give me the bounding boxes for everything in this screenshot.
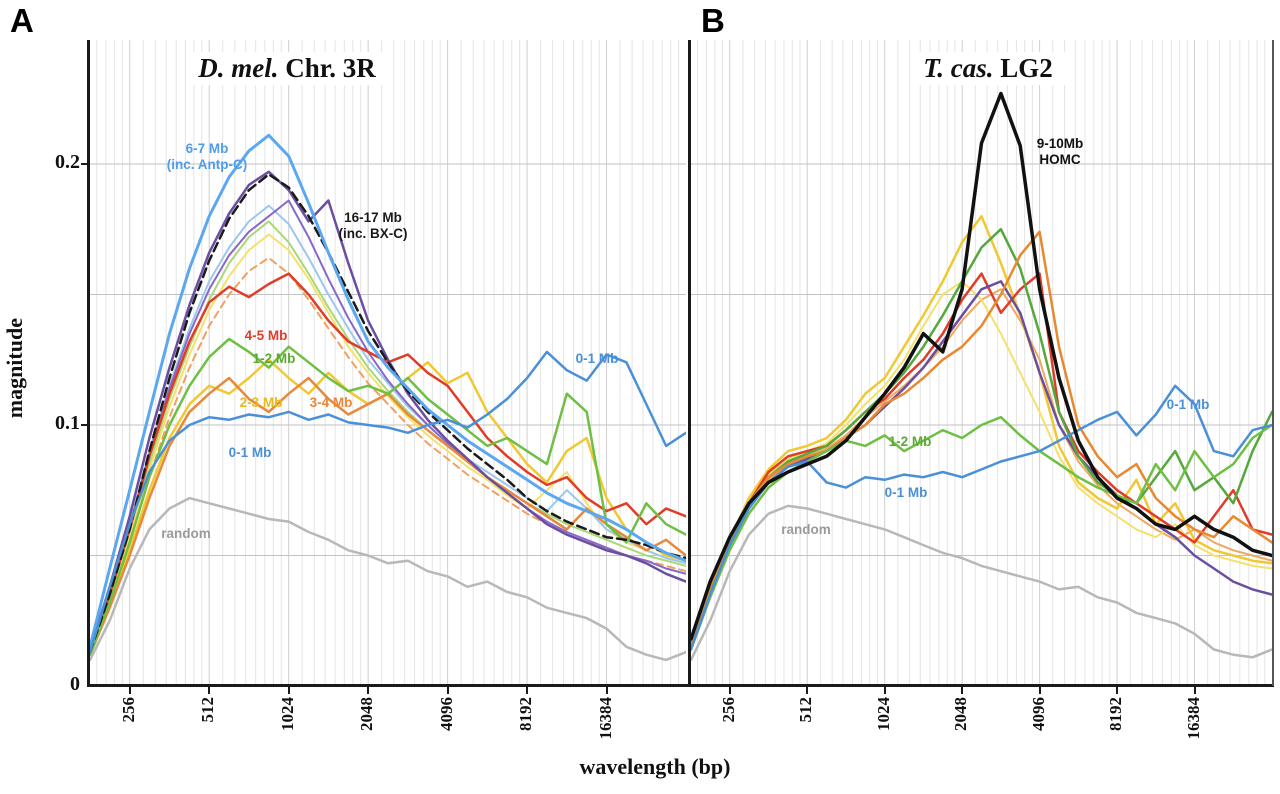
series-label: 1-2 Mb (889, 434, 932, 450)
panel-a-chart (90, 40, 686, 686)
x-tick-label: 2048 (357, 697, 377, 731)
x-tick-mark (287, 687, 290, 694)
series-label: random (781, 522, 831, 538)
series-label: 0-1 Mb (576, 351, 619, 367)
series-label: 3-4 Mb (310, 395, 353, 411)
x-tick-label: 512 (796, 697, 816, 723)
x-tick-label: 8192 (516, 697, 536, 731)
series-label-line: random (781, 522, 831, 537)
series-line-6-7-mb-inc-antp-c (90, 133, 686, 649)
series-line-random (691, 504, 1272, 662)
x-tick-mark (1116, 687, 1119, 694)
panel-b-chart (691, 40, 1272, 686)
x-tick-label: 1024 (277, 697, 297, 731)
series-label: 1-2 Mb (253, 351, 296, 367)
series-label: 0-1 Mb (1167, 397, 1210, 413)
x-tick-mark (806, 687, 809, 694)
x-tick-mark (1038, 687, 1041, 694)
panel-b-title-chrom: LG2 (993, 53, 1053, 83)
series-label: 16-17 Mb (inc. BX-C) (339, 210, 408, 242)
series-line-0-1-mb (90, 350, 686, 654)
series-label: 9-10Mb HOMC (1037, 136, 1084, 168)
series-label: random (161, 526, 211, 542)
series-label-line: 1-2 Mb (252, 351, 296, 366)
series-line-unlabeled (90, 199, 686, 654)
x-tick-mark (208, 687, 211, 694)
series-label-line: 4-5 Mb (244, 328, 288, 343)
x-tick-label: 16384 (1183, 697, 1203, 740)
x-axis-label: wavelength (bp) (579, 754, 731, 779)
series-line-unlabeled (90, 233, 686, 656)
x-tick-mark (605, 687, 608, 694)
panel-a-y-axis-line (87, 40, 90, 686)
x-tick-mark (961, 687, 964, 694)
series-label-line: (inc. Antp-C) (166, 156, 248, 172)
series-label-line: 16-17 Mb (344, 210, 402, 225)
y-tick-mark (81, 162, 88, 165)
series-label-line: 0-1 Mb (575, 351, 619, 366)
series-label-line: 3-4 Mb (309, 395, 353, 410)
x-tick-label: 256 (118, 697, 138, 723)
series-line-unlabeled (691, 214, 1272, 649)
series-line-unlabeled (691, 230, 1272, 646)
series-label-line: 9-10Mb (1036, 136, 1084, 151)
y-tick-label: 0.1 (55, 411, 80, 434)
x-tick-mark (728, 687, 731, 694)
x-tick-label: 512 (198, 697, 218, 723)
y-tick-mark (81, 423, 88, 426)
x-tick-label: 1024 (873, 697, 893, 731)
series-label-line: 2-3 Mb (239, 395, 283, 410)
x-tick-label: 256 (718, 697, 738, 723)
x-tick-label: 8192 (1106, 697, 1126, 731)
x-tick-mark (446, 687, 449, 694)
y-tick-label: 0 (70, 673, 80, 695)
series-label-line: 0-1 Mb (1166, 397, 1210, 412)
series-label: 4-5 Mb (245, 328, 288, 344)
x-axis-line (87, 684, 1274, 687)
series-line-unlabeled (90, 220, 686, 656)
y-tick-label: 0.2 (55, 150, 80, 173)
x-tick-label: 4096 (436, 697, 456, 731)
x-tick-label: 4096 (1028, 697, 1048, 731)
x-tick-mark (526, 687, 529, 694)
series-label: 0-1 Mb (885, 485, 928, 501)
x-tick-label: 16384 (595, 697, 615, 740)
panel-b-title-species: T. cas. (923, 53, 994, 83)
x-tick-mark (128, 687, 131, 694)
series-label-line: 0-1 Mb (884, 485, 928, 500)
y-axis-label: magnitude (2, 318, 27, 419)
series-line-unlabeled (691, 280, 1272, 648)
x-tick-mark (1193, 687, 1196, 694)
series-line-unlabeled (691, 227, 1272, 649)
panel-b-title: T. cas. LG2 (911, 52, 1065, 85)
x-tick-label: 2048 (951, 697, 971, 731)
series-label-line: (inc. BX-C) (338, 225, 408, 241)
series-label-line: 1-2 Mb (888, 434, 932, 449)
x-tick-mark (883, 687, 886, 694)
figure-right-border (1272, 40, 1274, 686)
series-line-0-1-mb (691, 384, 1272, 651)
panel-a-label: A (10, 2, 34, 39)
series-line-1-2-mb (90, 337, 686, 656)
panel-a-title-species: D. mel. (198, 53, 279, 83)
panel-b-y-axis-line (688, 40, 691, 686)
series-label-line: 0-1 Mb (228, 445, 272, 460)
series-line-unlabeled (90, 170, 686, 651)
series-label: 0-1 Mb (229, 445, 272, 461)
panel-a-title: D. mel. Chr. 3R (186, 52, 388, 85)
panel-b-label: B (701, 2, 725, 39)
series-label-line: 6-7 Mb (185, 141, 229, 156)
series-label-line: HOMC (1039, 151, 1081, 167)
series-line-unlabeled (90, 256, 686, 656)
series-line-16-17-mb-inc-bx-c (90, 173, 686, 654)
series-line-9-10mb-homc (691, 91, 1272, 641)
x-tick-mark (367, 687, 370, 694)
panel-a-title-chrom: Chr. 3R (278, 53, 376, 83)
series-line-random (90, 496, 686, 662)
series-label-line: random (161, 526, 211, 541)
series-label: 6-7 Mb (inc. Antp-C) (167, 141, 247, 173)
series-label: 2-3 Mb (240, 395, 283, 411)
